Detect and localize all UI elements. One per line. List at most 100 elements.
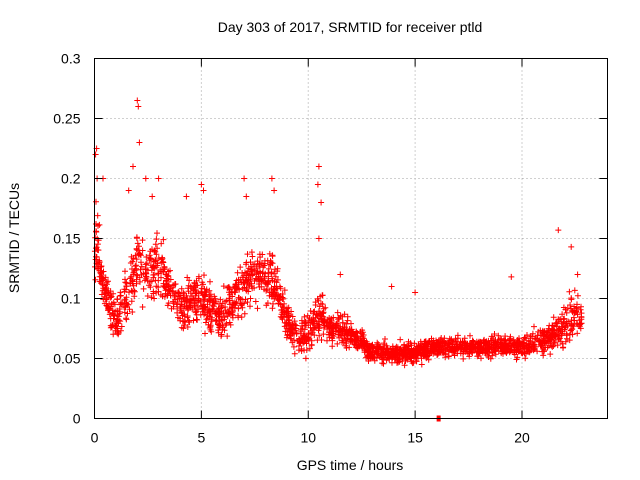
x-axis-label: GPS time / hours: [297, 457, 404, 473]
data-point: [336, 327, 343, 334]
data-point: [96, 221, 103, 228]
data-point: [441, 335, 448, 342]
data-point: [130, 255, 137, 262]
data-point: [131, 288, 138, 295]
data-point: [197, 311, 204, 318]
data-point: [531, 336, 538, 342]
data-point: [213, 317, 220, 323]
data-point: [539, 339, 546, 346]
data-point: [500, 337, 507, 344]
data-point: [152, 241, 159, 248]
tick-labels: 0 0.05 0.1 0.15 0.2 0.25 0.3 0 5 10 15 20: [53, 51, 530, 446]
data-point: [412, 289, 419, 296]
data-point: [568, 296, 575, 303]
data-point: [454, 332, 461, 339]
data-point: [335, 316, 342, 323]
data-point: [288, 326, 295, 333]
data-point: [578, 316, 585, 323]
data-point: [468, 340, 475, 347]
y-axis-label: SRMTID / TECUs: [6, 183, 22, 293]
data-point: [334, 309, 341, 316]
data-point: [127, 260, 134, 266]
data-point: [361, 345, 368, 352]
data-point: [319, 301, 326, 308]
data-point: [521, 350, 528, 357]
data-point: [124, 310, 131, 317]
data-point: [133, 246, 140, 253]
data-point: [139, 237, 146, 244]
data-point: [577, 321, 583, 328]
data-point: [289, 339, 296, 346]
data-point: [451, 352, 458, 359]
data-point: [574, 330, 581, 337]
data-point: [327, 324, 334, 331]
data-point: [139, 247, 146, 254]
data-point: [184, 324, 191, 330]
data-point: [564, 305, 571, 312]
data-point: [546, 338, 552, 345]
data-point: [339, 319, 346, 326]
data-point: [290, 343, 297, 350]
data-point: [190, 317, 197, 324]
data-point: [167, 276, 174, 283]
data-point: [491, 348, 498, 355]
data-point: [563, 309, 570, 316]
data-point: [99, 281, 106, 288]
data-point: [310, 310, 317, 317]
data-point: [396, 346, 403, 353]
data-point: [155, 255, 162, 262]
data-point: [356, 343, 363, 350]
data-point: [136, 139, 143, 146]
data-point: [122, 304, 129, 311]
data-point: [160, 259, 167, 266]
data-point: [512, 340, 519, 347]
data-point: [114, 296, 121, 303]
data-point: [529, 330, 536, 337]
data-point: [193, 316, 200, 323]
data-point: [298, 317, 305, 324]
data-point: [140, 285, 147, 292]
data-point: [438, 349, 444, 356]
data-point: [109, 309, 116, 316]
data-point: [184, 307, 191, 314]
data-point: [541, 335, 548, 342]
data-point: [175, 289, 182, 296]
data-point: [226, 285, 233, 292]
data-point: [283, 325, 290, 331]
data-point: [237, 264, 244, 271]
data-point: [573, 307, 579, 314]
data-point: [437, 336, 444, 343]
data-point: [180, 305, 187, 312]
data-point: [445, 353, 452, 360]
data-point: [194, 306, 201, 313]
data-point: [152, 277, 159, 284]
data-point: [148, 267, 155, 274]
data-point: [142, 175, 149, 182]
data-point: [273, 285, 280, 292]
data-point: [271, 270, 278, 277]
data-point: [396, 358, 403, 365]
data-point: [561, 326, 568, 333]
data-point: [236, 286, 243, 293]
data-point: [163, 281, 170, 287]
data-point: [314, 181, 321, 188]
data-point: [195, 297, 202, 304]
data-point: [574, 301, 580, 308]
data-point: [191, 303, 198, 310]
data-point: [136, 243, 142, 250]
data-point: [265, 265, 272, 272]
data-point: [467, 332, 473, 339]
data-point: [555, 227, 562, 234]
data-point: [392, 347, 399, 354]
data-point: [416, 345, 423, 352]
data-point: [526, 342, 533, 348]
data-point: [318, 312, 325, 319]
data-point: [241, 175, 248, 182]
data-point: [343, 340, 350, 347]
data-point: [191, 287, 197, 294]
data-point: [425, 338, 432, 345]
data-point: [339, 339, 345, 346]
data-point: [216, 324, 223, 331]
data-point: [344, 330, 351, 337]
data-point: [216, 310, 223, 317]
